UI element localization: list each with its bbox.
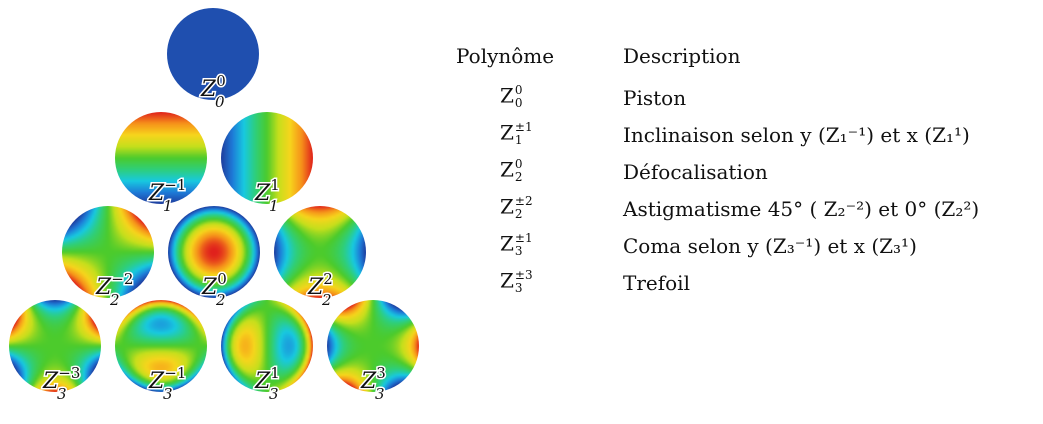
mode-map-Z1m1 [115,112,207,204]
mode-label-Z22: Z2 [307,270,333,300]
table-row: Z 0 0 Piston [456,84,1043,114]
polynomial-description: Astigmatisme 45° ( Z₂⁻²) et 0° (Z₂²) [623,197,980,221]
polynomial-description: Trefoil [623,271,690,295]
header-polynome: Polynôme [456,44,555,68]
mode-map-Z11 [221,112,313,204]
mode-Z1m1: Z−11 [115,112,207,217]
mode-map-Z33 [327,300,419,392]
mode-Z20: Z02 [168,206,260,311]
mode-map-Z22 [274,206,366,298]
polynomial-symbol: Z ±1 1 [500,121,533,147]
polynomial-description: Défocalisation [623,160,768,184]
mode-label-sub-Z3m1: 3 [163,385,173,403]
mode-Z2m2: Z−22 [62,206,154,311]
mode-map-Z00 [167,8,259,100]
polynomial-description: Inclinaison selon y (Z₁⁻¹) et x (Z₁¹) [623,123,970,147]
mode-label-sub-Z22: 2 [321,291,332,309]
polynomial-base: Z [500,268,514,293]
polynomial-subscript: 0 [514,96,523,110]
mode-label-Z3m3: Z−3 [42,364,80,394]
mode-Z31: Z13 [221,300,313,405]
mode-label-sub-Z00: 0 [215,93,225,111]
mode-label-Z3m1: Z−1 [148,364,186,394]
polynomial-symbol: Z ±3 3 [500,269,533,295]
polynomial-superscript: 0 [514,83,523,97]
table-row: Z 0 2 Défocalisation [456,158,1043,188]
table-row: Z ±1 3 Coma selon y (Z₃⁻¹) et x (Z₃¹) [456,232,1043,262]
mode-label-sub-Z2m2: 2 [109,291,120,309]
polynomial-symbol: Z ±1 3 [500,232,533,258]
polynomial-description: Piston [623,86,687,110]
mode-Z3m1: Z−13 [115,300,207,405]
polynomial-subscript: 2 [514,207,523,221]
mode-label-Z00: Z0 [200,72,226,102]
mode-label-sub-Z20: 2 [215,291,226,309]
mode-map-Z31 [221,300,313,392]
mode-map-Z20 [168,206,260,298]
table-header: Polynôme Description [456,46,1043,76]
mode-label-Z31: Z1 [254,364,280,394]
mode-label-Z1m1: Z−1 [148,176,186,206]
mode-label-sub-Z3m3: 3 [57,385,67,403]
polynomial-base: Z [500,157,514,182]
mode-label-Z11: Z1 [254,176,280,206]
mode-label-Z20: Z0 [201,270,227,300]
polynomial-base: Z [500,120,514,145]
polynomial-base: Z [500,194,514,219]
mode-map-Z3m1 [115,300,207,392]
polynomial-superscript: ±3 [514,268,533,282]
mode-Z3m3: Z−33 [9,300,101,405]
polynomial-symbol: Z ±2 2 [500,195,533,221]
polynomial-base: Z [500,83,514,108]
table-row: Z ±2 2 Astigmatisme 45° ( Z₂⁻²) et 0° (Z₂²) [456,195,1043,225]
polynomial-subscript: 1 [514,133,523,147]
mode-label-sub-Z31: 3 [269,385,279,403]
mode-Z22: Z22 [274,206,366,311]
polynomial-superscript: ±2 [514,194,533,208]
header-description: Description [623,44,741,68]
mode-label-sub-Z33: 3 [375,385,385,403]
polynomial-superscript: 0 [514,157,523,171]
polynomial-subscript: 3 [514,281,523,295]
polynomial-description: Coma selon y (Z₃⁻¹) et x (Z₃¹) [623,234,917,258]
polynomial-superscript: ±1 [514,120,533,134]
table-row: Z ±3 3 Trefoil [456,269,1043,299]
polynomial-superscript: ±1 [514,231,533,245]
polynomial-subscript: 3 [514,244,523,258]
polynomial-base: Z [500,231,514,256]
mode-label-sub-Z1m1: 1 [163,197,173,215]
mode-map-Z2m2 [62,206,154,298]
mode-Z00: Z00 [167,8,259,113]
mode-Z33: Z33 [327,300,419,405]
mode-label-Z33: Z3 [360,364,386,394]
mode-map-Z3m3 [9,300,101,392]
mode-Z11: Z11 [221,112,313,217]
mode-label-Z2m2: Z−2 [95,270,133,300]
mode-label-sub-Z11: 1 [269,197,279,215]
table-row: Z ±1 1 Inclinaison selon y (Z₁⁻¹) et x (Z₁¹… [456,121,1043,151]
polynomial-subscript: 2 [514,170,523,184]
